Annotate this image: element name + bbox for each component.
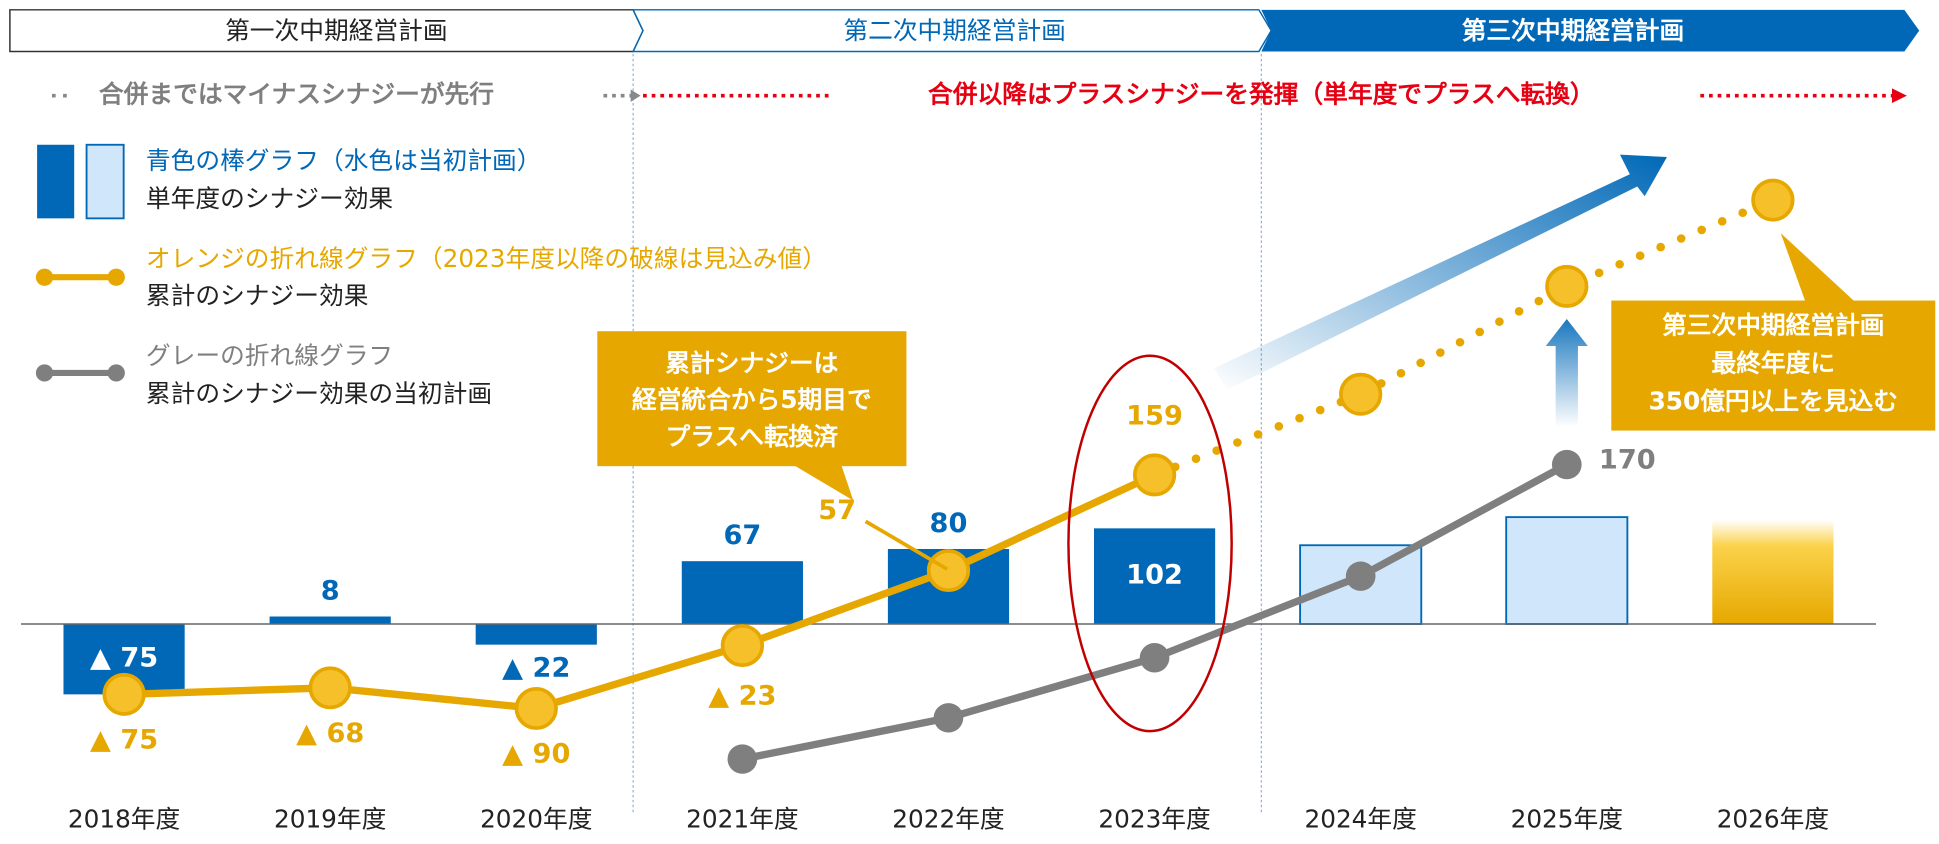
bar-label: ▲ 22 [502,653,570,684]
line-point [720,624,765,668]
callout-text: プラスへ転換済 [666,422,839,451]
phase-label: 第三次中期経営計画 [1462,16,1685,45]
line-point [102,672,146,716]
line-point [514,686,558,730]
line-label: ▲ 23 [708,681,776,712]
line-point [308,666,352,710]
callout-text: 累計シナジーは [665,348,838,377]
x-tick-label: 2020年度 [480,805,592,834]
legend-dot [35,364,54,382]
legend-swatch [37,144,75,219]
line-point [1132,453,1177,497]
bar [681,561,803,625]
callout-box [1611,300,1936,431]
x-tick-label: 2023年度 [1098,805,1210,834]
bar [269,616,391,625]
x-tick-label: 2025年度 [1511,805,1623,834]
bar [1712,519,1834,625]
line-point [933,703,964,733]
line-label: ▲ 90 [502,739,570,770]
phase-label: 第一次中期経営計画 [225,16,448,45]
line-point [1551,449,1582,480]
bar-label: 102 [1126,560,1183,591]
note-arrowhead [630,89,641,102]
highlight-ellipse [1067,354,1233,733]
line-point [1139,643,1170,673]
bar-label: 67 [723,520,761,551]
legend-label: 単年度のシナジー効果 [146,184,393,213]
callout-text: 経営統合から5期目で [632,385,872,414]
callout-pointer [791,463,854,501]
legend-title: 青色の棒グラフ（水色は当初計画） [146,146,542,175]
phase-box [1261,9,1920,52]
trend-arrow [1214,154,1667,391]
legend-label: 累計のシナジー効果の当初計画 [146,379,492,408]
bar [1505,516,1629,625]
line [120,471,1159,713]
line-label: ▲ 75 [90,725,158,756]
bar [1093,528,1216,625]
callout-text: 最終年度に [1711,348,1835,377]
x-tick-label: 2022年度 [892,805,1004,834]
x-tick-label: 2019年度 [274,805,386,834]
bar [475,624,597,645]
note-arrowhead [1892,88,1907,104]
x-tick-label: 2018年度 [68,805,180,834]
line-point [1345,561,1376,591]
callout-box [597,331,907,467]
legend-dot [107,364,125,382]
bar-label: ▲ 75 [90,643,158,674]
x-tick-label: 2024年度 [1304,805,1416,834]
callout-pointer [864,519,949,571]
phase-note: 合併以降はプラスシナジーを発揮（単年度でプラスへ転換） [928,80,1595,109]
legend-title: オレンジの折れ線グラフ（2023年度以降の破線は見込み値） [146,244,827,273]
line-label: 170 [1599,444,1656,475]
up-arrow [1545,318,1588,427]
line-point [1751,178,1795,222]
x-tick-label: 2026年度 [1717,805,1829,834]
line-label: 57 [818,495,856,526]
legend-dot [35,268,54,286]
legend-swatch [85,143,125,220]
line-forecast [1150,195,1778,480]
legend-dot [107,268,125,286]
line-label: 159 [1126,401,1183,432]
x-tick-label: 2021年度 [686,805,798,834]
line-point [1545,264,1589,308]
callout-text: 350億円以上を見込む [1649,386,1898,415]
phase-label: 第二次中期経営計画 [843,16,1066,45]
line-point [727,744,758,774]
legend-label: 累計のシナジー効果 [146,281,369,310]
bar-label: 80 [930,508,968,539]
line-point [1339,372,1383,416]
line-label: ▲ 68 [296,718,364,749]
legend-title: グレーの折れ線グラフ [146,341,393,370]
line-point [926,549,971,593]
phase-note: 合併まではマイナスシナジーが先行 [99,80,494,109]
phase-box [631,9,1273,53]
plot-area: 2018年度 2019年度 2020年度 2021年度 2022年度 2023年度 2024… [21,178,1876,834]
callout-pointer [1780,233,1855,302]
bar-label: 8 [321,576,340,607]
callout-text: 第三次中期経営計画 [1662,310,1885,339]
